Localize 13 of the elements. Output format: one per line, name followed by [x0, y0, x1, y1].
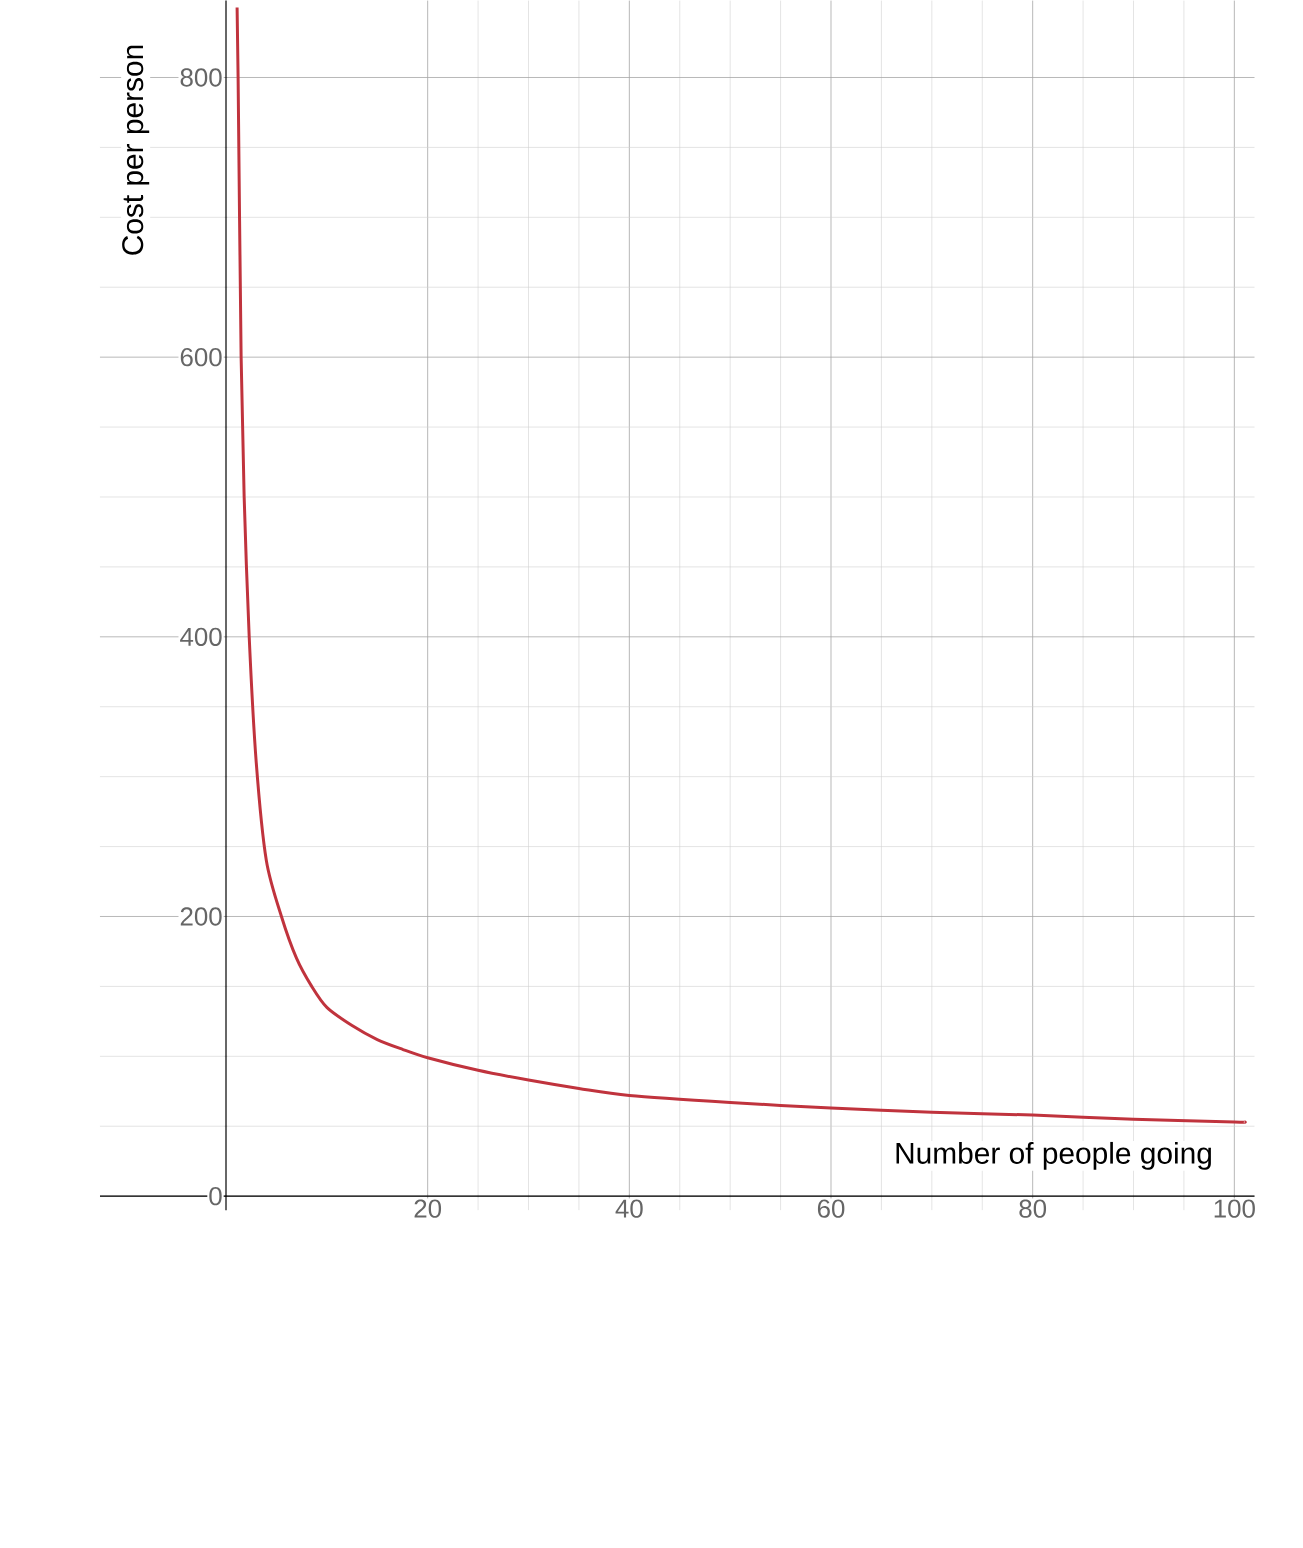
y-tick-label: 200: [180, 907, 222, 926]
y-tick-label: 0: [209, 1186, 222, 1206]
y-tick-label: 400: [179, 627, 222, 646]
x-tick-label: 80: [1019, 1199, 1046, 1218]
y-axis-title: Cost per person: [121, 45, 149, 255]
y-tick-label: 800: [180, 68, 222, 87]
x-tick-label: 40: [615, 1199, 643, 1218]
x-tick-label: 60: [817, 1199, 845, 1218]
x-tick-label: 20: [414, 1199, 441, 1218]
x-axis-title: Number of people going: [896, 1141, 1211, 1170]
x-tick-label: 100: [1214, 1199, 1255, 1218]
y-tick-label: 600: [180, 347, 222, 367]
line-series: [235, 6, 1246, 1124]
